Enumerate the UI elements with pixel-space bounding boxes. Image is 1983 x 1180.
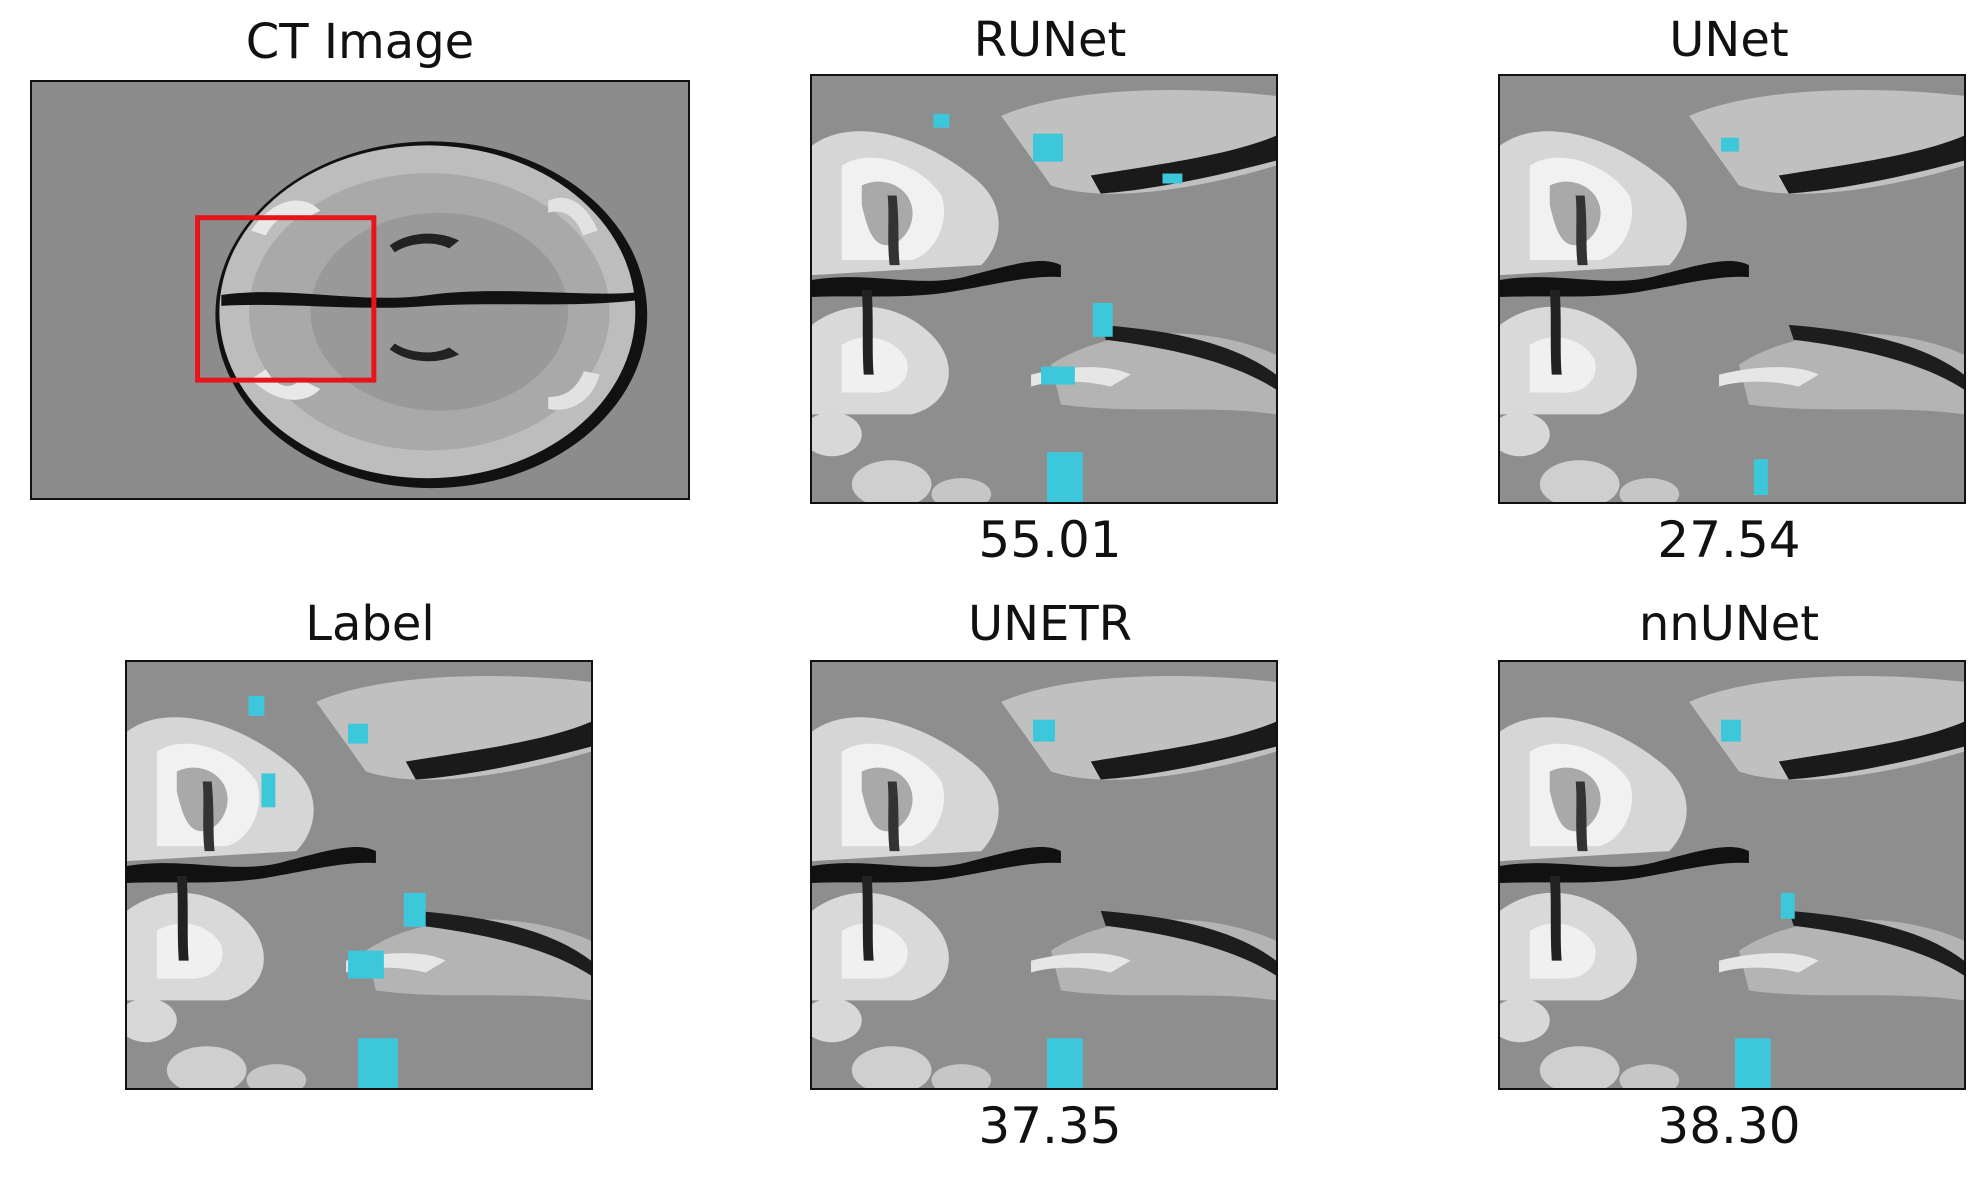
label-image: [125, 660, 593, 1090]
nnunet-score: 38.30: [1657, 1097, 1801, 1155]
unet-title: UNet: [1669, 12, 1789, 68]
label-panel: Label: [100, 590, 640, 1090]
unetr-image: [810, 660, 1278, 1090]
ct-image-panel: CT Image: [0, 0, 740, 520]
unetr-score: 37.35: [978, 1097, 1122, 1155]
runet-title: RUNet: [973, 12, 1127, 68]
label-title: Label: [305, 596, 435, 652]
nnunet-segmentation: [1500, 662, 1964, 1088]
nnunet-panel: nnUNet 38.30: [1485, 580, 1983, 1160]
nnunet-title: nnUNet: [1638, 596, 1820, 652]
runet-image: [810, 74, 1278, 504]
nnunet-image: [1498, 660, 1966, 1090]
roi-box: [195, 215, 377, 383]
runet-panel: RUNet 55.01: [800, 0, 1300, 580]
brain-scan-image: [33, 82, 687, 498]
unet-image: [1498, 74, 1966, 504]
unet-segmentation: [1500, 76, 1964, 502]
unetr-title: UNETR: [967, 596, 1133, 652]
ct-image-title: CT Image: [245, 14, 475, 70]
runet-segmentation: [812, 76, 1276, 502]
unet-score: 27.54: [1657, 511, 1801, 569]
unetr-segmentation: [812, 662, 1276, 1088]
unet-panel: UNet 27.54: [1485, 0, 1983, 580]
unetr-panel: UNETR 37.35: [800, 580, 1300, 1160]
ct-image: [30, 80, 690, 500]
runet-score: 55.01: [978, 511, 1122, 569]
label-segmentation: [127, 662, 591, 1088]
